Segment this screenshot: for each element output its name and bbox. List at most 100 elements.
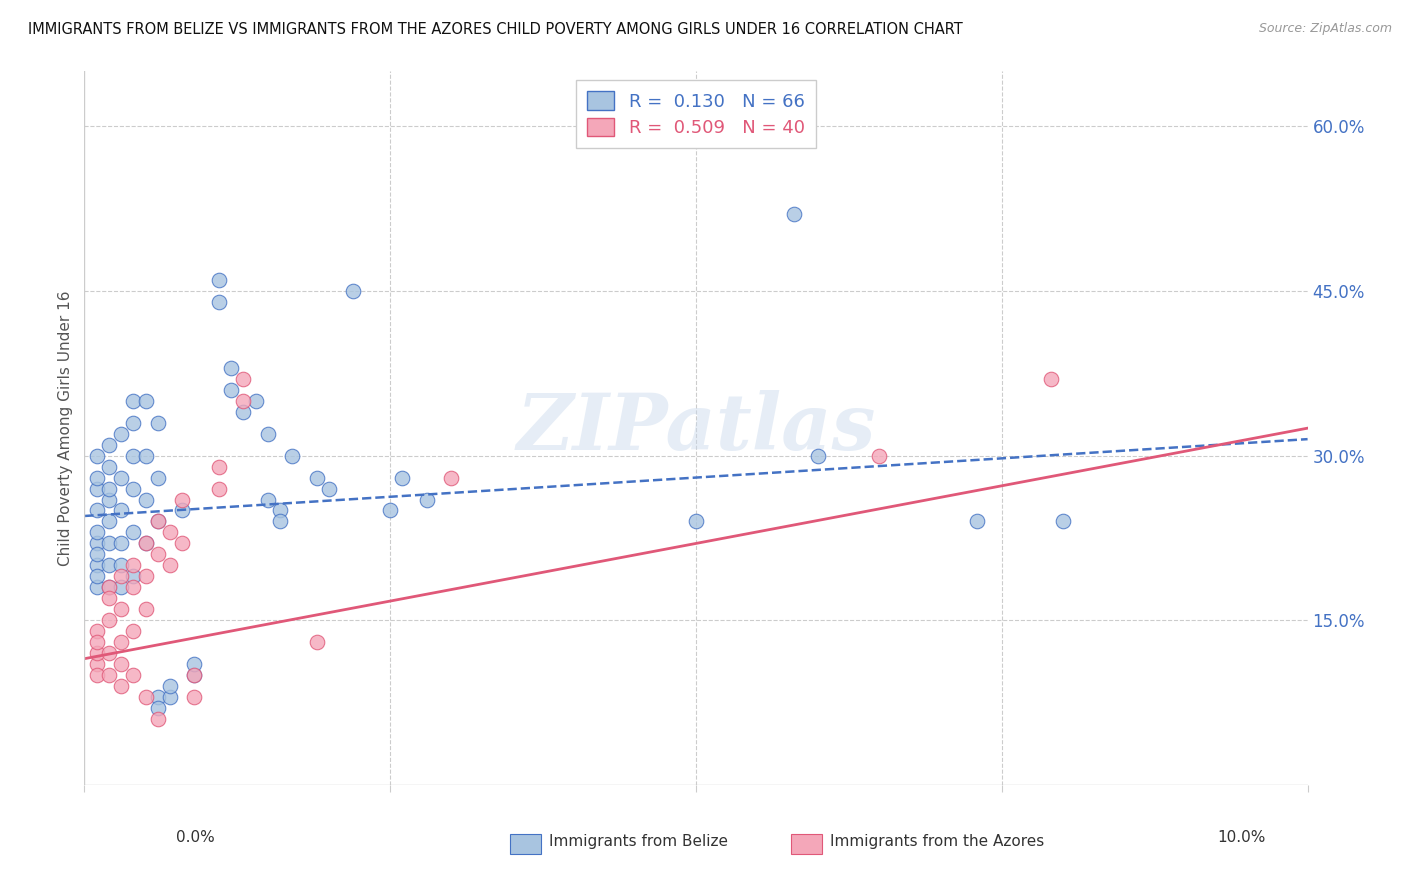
Point <box>208 273 231 287</box>
Point <box>135 449 157 463</box>
Point <box>245 393 267 408</box>
Point <box>86 558 108 573</box>
Point <box>172 492 194 507</box>
Point <box>97 459 120 474</box>
Point <box>219 360 242 375</box>
Point <box>257 426 280 441</box>
Point <box>86 646 108 660</box>
Point <box>172 503 194 517</box>
Point <box>97 668 120 682</box>
Point <box>807 449 830 463</box>
Point <box>97 613 120 627</box>
Point <box>122 416 145 430</box>
Text: Source: ZipAtlas.com: Source: ZipAtlas.com <box>1258 22 1392 36</box>
Point <box>783 207 806 221</box>
Point <box>440 470 463 484</box>
Point <box>97 536 120 550</box>
Point <box>97 437 120 451</box>
Point <box>1039 372 1062 386</box>
Point <box>391 470 413 484</box>
Point <box>122 569 145 583</box>
Point <box>86 668 108 682</box>
Text: 10.0%: 10.0% <box>1218 830 1265 845</box>
Point <box>86 580 108 594</box>
Point <box>110 602 132 616</box>
Point <box>208 294 231 309</box>
Point <box>110 558 132 573</box>
Point <box>122 668 145 682</box>
Point <box>208 482 231 496</box>
Point <box>146 690 169 705</box>
Point <box>146 515 169 529</box>
Point <box>146 701 169 715</box>
Text: Immigrants from Belize: Immigrants from Belize <box>548 834 728 848</box>
Point <box>159 525 181 540</box>
Text: Immigrants from the Azores: Immigrants from the Azores <box>830 834 1045 848</box>
Point <box>110 580 132 594</box>
Point <box>86 635 108 649</box>
Point <box>183 690 205 705</box>
Point <box>232 405 254 419</box>
Point <box>135 536 157 550</box>
Point <box>110 635 132 649</box>
Point <box>269 515 291 529</box>
Point <box>135 492 157 507</box>
Point <box>305 470 328 484</box>
Point <box>122 580 145 594</box>
Point <box>219 383 242 397</box>
Point <box>183 668 205 682</box>
Point <box>416 492 439 507</box>
Text: ZIPatlas: ZIPatlas <box>516 390 876 467</box>
Point <box>97 580 120 594</box>
Point <box>183 668 205 682</box>
Point <box>110 426 132 441</box>
Point <box>318 482 340 496</box>
Point <box>159 558 181 573</box>
Point <box>342 284 364 298</box>
Point <box>97 646 120 660</box>
Point <box>97 492 120 507</box>
Point <box>110 679 132 693</box>
Point <box>97 580 120 594</box>
Point <box>135 536 157 550</box>
Point <box>135 393 157 408</box>
Point <box>86 449 108 463</box>
Point <box>86 536 108 550</box>
Point <box>281 449 304 463</box>
Point <box>110 657 132 672</box>
Point <box>146 470 169 484</box>
Point <box>135 602 157 616</box>
Point <box>208 459 231 474</box>
Point <box>146 416 169 430</box>
Point <box>97 515 120 529</box>
Y-axis label: Child Poverty Among Girls Under 16: Child Poverty Among Girls Under 16 <box>58 291 73 566</box>
Point <box>122 558 145 573</box>
Point <box>269 503 291 517</box>
Point <box>172 536 194 550</box>
Point <box>86 548 108 562</box>
Point <box>1052 515 1074 529</box>
Point <box>122 525 145 540</box>
Point <box>110 470 132 484</box>
Point <box>110 569 132 583</box>
Point <box>97 591 120 606</box>
Point <box>183 657 205 672</box>
Point <box>86 525 108 540</box>
Point <box>110 536 132 550</box>
Point <box>146 548 169 562</box>
Point <box>146 712 169 726</box>
Point <box>159 679 181 693</box>
Point <box>86 569 108 583</box>
Point <box>159 690 181 705</box>
Text: 0.0%: 0.0% <box>176 830 215 845</box>
Point <box>146 515 169 529</box>
Point <box>380 503 402 517</box>
Legend: R =  0.130   N = 66, R =  0.509   N = 40: R = 0.130 N = 66, R = 0.509 N = 40 <box>576 80 815 148</box>
Point <box>97 558 120 573</box>
Point <box>86 503 108 517</box>
Point <box>135 569 157 583</box>
Point <box>86 657 108 672</box>
Point <box>305 635 328 649</box>
Point <box>257 492 280 507</box>
Point <box>122 624 145 639</box>
